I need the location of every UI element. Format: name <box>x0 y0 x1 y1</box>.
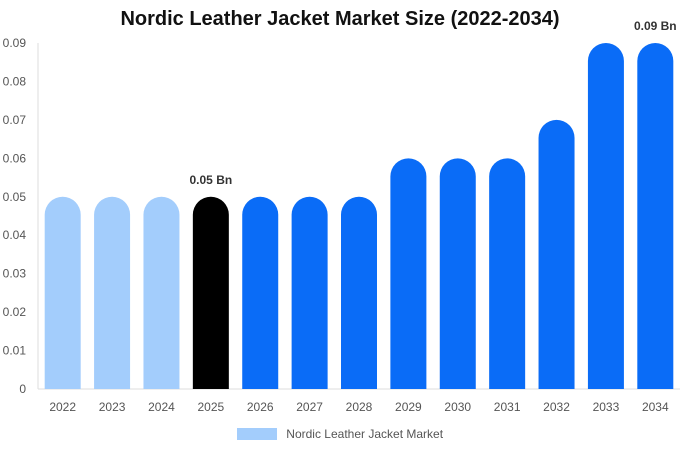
x-tick-label: 2023 <box>99 400 126 414</box>
data-label-2025: 0.05 Bn <box>190 173 233 187</box>
bar-2024[interactable] <box>143 196 180 389</box>
bar-2030[interactable] <box>439 158 476 389</box>
y-tick-label: 0.05 <box>3 190 27 204</box>
data-label-2034: 0.09 Bn <box>634 19 677 33</box>
x-tick-label: 2022 <box>49 400 76 414</box>
x-tick-label: 2032 <box>543 400 570 414</box>
y-tick-label: 0.07 <box>3 113 27 127</box>
bar-2034[interactable] <box>637 43 674 389</box>
bar-2023[interactable] <box>94 196 131 389</box>
x-tick-label: 2027 <box>296 400 323 414</box>
y-tick-label: 0.09 <box>3 36 27 50</box>
bar-chart: 0 0.01 0.02 0.03 0.04 0.05 0.06 0.07 0.08 0.09 202… <box>3 19 680 414</box>
bar-2033[interactable] <box>587 43 624 389</box>
legend-swatch <box>236 427 277 440</box>
x-tick-label: 2030 <box>444 400 471 414</box>
x-tick-label: 2033 <box>593 400 620 414</box>
y-tick-label: 0.02 <box>3 305 27 319</box>
x-tick-label: 2025 <box>197 400 224 414</box>
bar-2027[interactable] <box>291 196 328 389</box>
bar-2026[interactable] <box>242 196 279 389</box>
x-tick-label: 2031 <box>494 400 521 414</box>
bar-2031[interactable] <box>489 158 526 389</box>
y-tick-label: 0 <box>19 382 26 396</box>
y-tick-label: 0.03 <box>3 267 27 281</box>
y-tick-label: 0.06 <box>3 151 27 165</box>
x-tick-label: 2028 <box>346 400 373 414</box>
bar-2029[interactable] <box>390 158 427 389</box>
legend-label: Nordic Leather Jacket Market <box>286 426 444 441</box>
y-tick-label: 0.04 <box>3 228 27 242</box>
bar-2032[interactable] <box>538 119 575 389</box>
x-tick-label: 2026 <box>247 400 274 414</box>
bar-2022[interactable] <box>44 196 81 389</box>
bar-2028[interactable] <box>341 196 377 389</box>
legend[interactable]: Nordic Leather Jacket Market <box>0 426 680 441</box>
x-tick-label: 2029 <box>395 400 422 414</box>
chart-title: Nordic Leather Jacket Market Size (2022-… <box>120 8 560 30</box>
bar-2025[interactable] <box>192 196 229 389</box>
x-tick-label: 2034 <box>642 400 669 414</box>
y-tick-label: 0.01 <box>3 344 27 358</box>
y-tick-label: 0.08 <box>3 74 27 88</box>
x-tick-label: 2024 <box>148 400 175 414</box>
